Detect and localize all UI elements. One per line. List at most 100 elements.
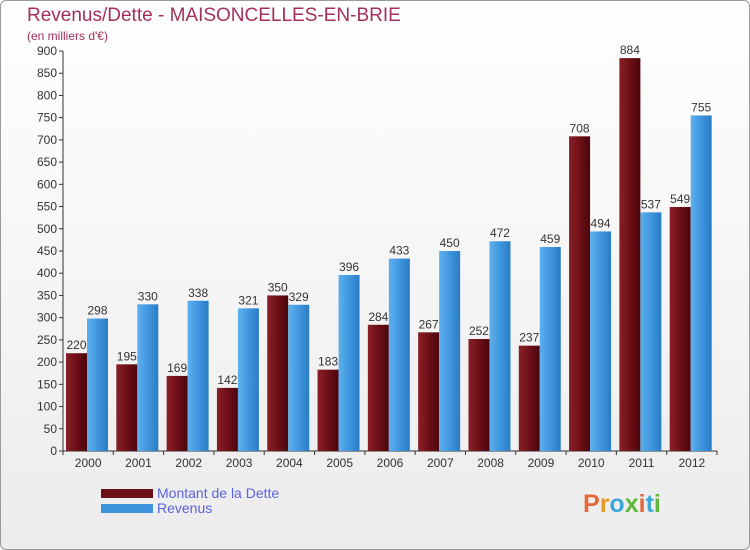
value-label-revenus: 472	[490, 226, 510, 240]
bar-revenus	[539, 247, 561, 451]
bar-revenus	[590, 231, 612, 451]
x-tick-label: 2007	[427, 456, 454, 470]
bar-debt	[317, 369, 339, 451]
bar-revenus	[137, 304, 159, 451]
y-tick-label: 850	[37, 66, 57, 80]
y-tick-label: 500	[37, 222, 57, 236]
logo-letter: r	[599, 490, 610, 518]
bar-debt	[619, 58, 641, 451]
value-label-revenus: 450	[440, 236, 460, 250]
y-tick-label: 650	[37, 155, 57, 169]
y-tick-label: 50	[44, 422, 58, 436]
bar-debt	[367, 324, 389, 451]
y-tick-label: 350	[37, 288, 57, 302]
y-tick-label: 150	[37, 377, 57, 391]
chart-subtitle: (en milliers d'€)	[27, 29, 108, 43]
x-tick-label: 2012	[678, 456, 705, 470]
value-label-revenus: 755	[691, 100, 711, 114]
legend-label-debt: Montant de la Dette	[157, 485, 280, 501]
bar-debt	[418, 332, 440, 451]
logo-letter: o	[609, 490, 625, 518]
bar-debt	[216, 387, 238, 451]
value-label-revenus: 321	[238, 293, 258, 307]
y-tick-label: 300	[37, 311, 57, 325]
legend-item-debt: Montant de la Dette	[101, 486, 279, 501]
logo-letter: x	[624, 490, 639, 518]
x-tick-label: 2009	[528, 456, 555, 470]
proxiti-logo: Proxiti	[583, 490, 661, 519]
value-label-debt: 169	[167, 361, 187, 375]
bar-debt	[518, 345, 540, 451]
logo-letter: i	[638, 490, 646, 518]
x-tick-label: 2000	[75, 456, 102, 470]
value-label-debt: 267	[419, 317, 439, 331]
y-tick-label: 550	[37, 200, 57, 214]
bar-revenus	[87, 318, 108, 451]
x-tick-label: 2005	[326, 456, 353, 470]
x-tick-label: 2004	[276, 456, 303, 470]
x-tick-label: 2011	[629, 456, 655, 470]
chart-title: Revenus/Dette - MAISONCELLES-EN-BRIE	[27, 5, 401, 26]
bar-revenus	[489, 241, 511, 451]
y-tick-label: 750	[37, 111, 57, 125]
bar-debt	[669, 207, 691, 451]
bar-debt	[468, 339, 490, 451]
legend-label-revenus: Revenus	[157, 500, 213, 516]
value-label-revenus: 330	[138, 289, 158, 303]
x-tick-label: 2003	[226, 456, 253, 470]
bar-revenus	[439, 251, 461, 451]
x-tick-label: 2008	[477, 456, 504, 470]
value-label-debt: 350	[268, 280, 288, 294]
y-tick-label: 100	[37, 400, 57, 414]
value-label-revenus: 329	[289, 290, 309, 304]
value-label-debt: 708	[570, 121, 590, 135]
value-label-revenus: 537	[641, 197, 661, 211]
bar-revenus	[288, 304, 310, 451]
bar-revenus	[690, 115, 712, 451]
bars	[66, 58, 712, 452]
value-label-revenus: 459	[540, 232, 560, 246]
bar-debt	[66, 353, 87, 451]
bar-debt	[267, 295, 289, 451]
y-tick-label: 800	[37, 88, 57, 102]
value-label-revenus: 433	[389, 244, 409, 258]
value-label-debt: 195	[117, 349, 137, 363]
x-tick-label: 2006	[377, 456, 404, 470]
x-tick-label: 2002	[175, 456, 202, 470]
value-label-debt: 284	[368, 310, 388, 324]
legend: Montant de la Dette Revenus	[101, 486, 279, 516]
bar-debt	[166, 375, 188, 451]
legend-item-revenus: Revenus	[101, 501, 279, 516]
y-tick-label: 400	[37, 266, 57, 280]
bar-revenus	[338, 275, 360, 451]
logo-letter: P	[583, 490, 600, 518]
value-label-debt: 549	[670, 192, 690, 206]
y-tick-label: 200	[37, 355, 57, 369]
bar-revenus	[640, 212, 662, 451]
value-label-debt: 252	[469, 324, 489, 338]
value-label-debt: 183	[318, 355, 338, 369]
bar-revenus	[187, 300, 209, 451]
y-tick-label: 600	[37, 177, 57, 191]
y-tick-label: 250	[37, 333, 57, 347]
legend-swatch-revenus	[101, 504, 153, 513]
bar-revenus	[388, 258, 410, 451]
value-label-debt: 237	[519, 331, 539, 345]
x-tick-label: 2001	[125, 456, 152, 470]
value-label-revenus: 338	[188, 286, 208, 300]
y-tick-label: 450	[37, 244, 57, 258]
y-tick-label: 0	[50, 444, 57, 458]
legend-swatch-debt	[101, 489, 153, 498]
value-label-debt: 884	[620, 43, 640, 57]
bar-revenus	[237, 308, 259, 451]
value-label-debt: 220	[66, 338, 86, 352]
value-label-debt: 142	[217, 373, 237, 387]
value-label-revenus: 298	[87, 304, 107, 318]
value-label-revenus: 494	[591, 216, 611, 230]
x-tick-label: 2010	[578, 456, 605, 470]
logo-letter: t	[645, 490, 654, 518]
logo-letter: i	[653, 490, 661, 518]
